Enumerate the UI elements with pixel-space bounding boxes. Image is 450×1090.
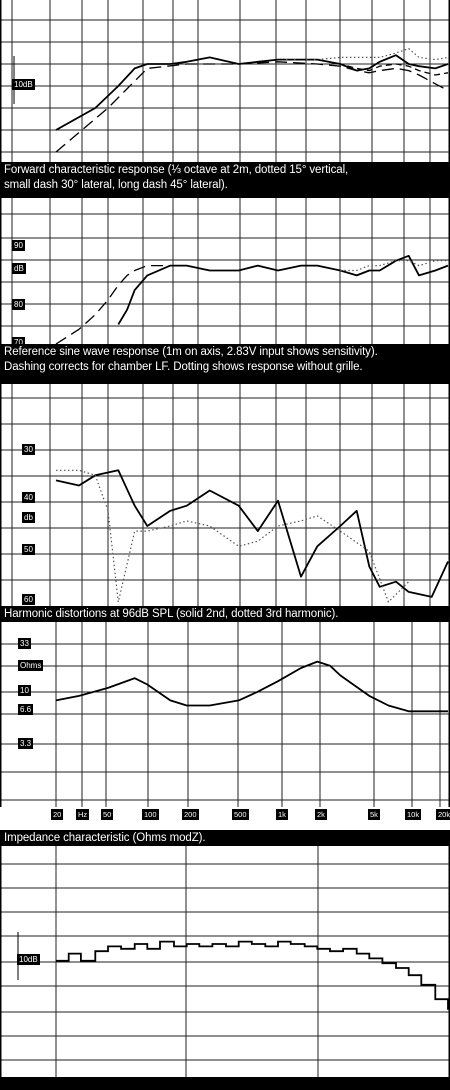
y-unit-db: dB [12, 263, 26, 274]
sine-response-series-1 [55, 264, 171, 344]
x-tick-20k: 20k [436, 809, 450, 820]
x-tick-10k: 10k [405, 809, 422, 820]
x-tick-2k: 2k [315, 809, 327, 820]
x-tick-100: 100 [142, 809, 159, 820]
impedance-chart: 33 Ohms 10 6.6 3.3 20 Hz 50 100 200 500 … [0, 622, 450, 830]
third-octave-response-plot [0, 846, 450, 1077]
sine-wave-response-plot [0, 198, 450, 344]
y-unit-ohms: Ohms [18, 660, 44, 671]
y-unit-db: db [22, 512, 35, 523]
x-tick-500: 500 [232, 809, 249, 820]
distortion-series-1 [56, 469, 410, 603]
sine-wave-caption: Reference sine wave response (1m on axis… [0, 344, 450, 384]
y-tick-3-3: 3.3 [18, 738, 34, 749]
y-tick-33: 33 [18, 638, 31, 649]
sine-response-series-2 [340, 260, 448, 272]
forward-response-chart: 10dB [0, 0, 450, 162]
impedance-caption: Impedance characteristic (Ohms modZ). [0, 830, 450, 846]
forward-response-plot [0, 0, 450, 162]
distortion-series-0 [55, 469, 449, 598]
forward-response-series-2 [278, 58, 449, 76]
x-tick-50: 50 [101, 809, 114, 820]
y-tick-30: 30 [22, 444, 35, 455]
harmonic-distortion-plot [0, 384, 450, 606]
forward-response-caption: Forward characteristic response (⅓ octav… [0, 162, 450, 198]
y-tick-10: 10 [18, 685, 31, 696]
y-tick-6-6: 6.6 [18, 704, 34, 715]
impedance-plot [0, 622, 450, 830]
x-tick-200: 200 [182, 809, 199, 820]
y-tick-70: 70 [12, 337, 25, 344]
page-footer-bar [0, 1077, 450, 1090]
sine-response-series-0 [117, 254, 449, 325]
x-axis-band [0, 807, 450, 830]
forward-response-series-0 [55, 54, 449, 131]
y-tick-50: 50 [22, 544, 35, 555]
harmonic-distortion-chart: 30 40 db 50 60 [0, 384, 450, 606]
y-scale-label: 10dB [17, 954, 40, 965]
forward-response-series-1 [278, 47, 449, 61]
sine-wave-response-chart: 90 dB 80 70 [0, 198, 450, 344]
y-tick-60: 60 [22, 594, 35, 605]
third-octave-series [56, 940, 450, 1010]
x-tick-1k: 1k [276, 809, 288, 820]
impedance-series-0 [55, 660, 448, 713]
x-tick-5k: 5k [368, 809, 380, 820]
x-tick-20: 20 [51, 809, 64, 820]
x-unit-hz: Hz [76, 809, 90, 820]
y-scale-label: 10dB [12, 79, 35, 90]
third-octave-response-chart: 10dB [0, 846, 450, 1077]
y-tick-40: 40 [22, 492, 35, 503]
y-tick-80: 80 [12, 299, 25, 310]
y-tick-90: 90 [12, 240, 25, 251]
forward-response-series-3 [55, 61, 449, 153]
harmonic-distortion-caption: Harmonic distortions at 96dB SPL (solid … [0, 606, 450, 622]
